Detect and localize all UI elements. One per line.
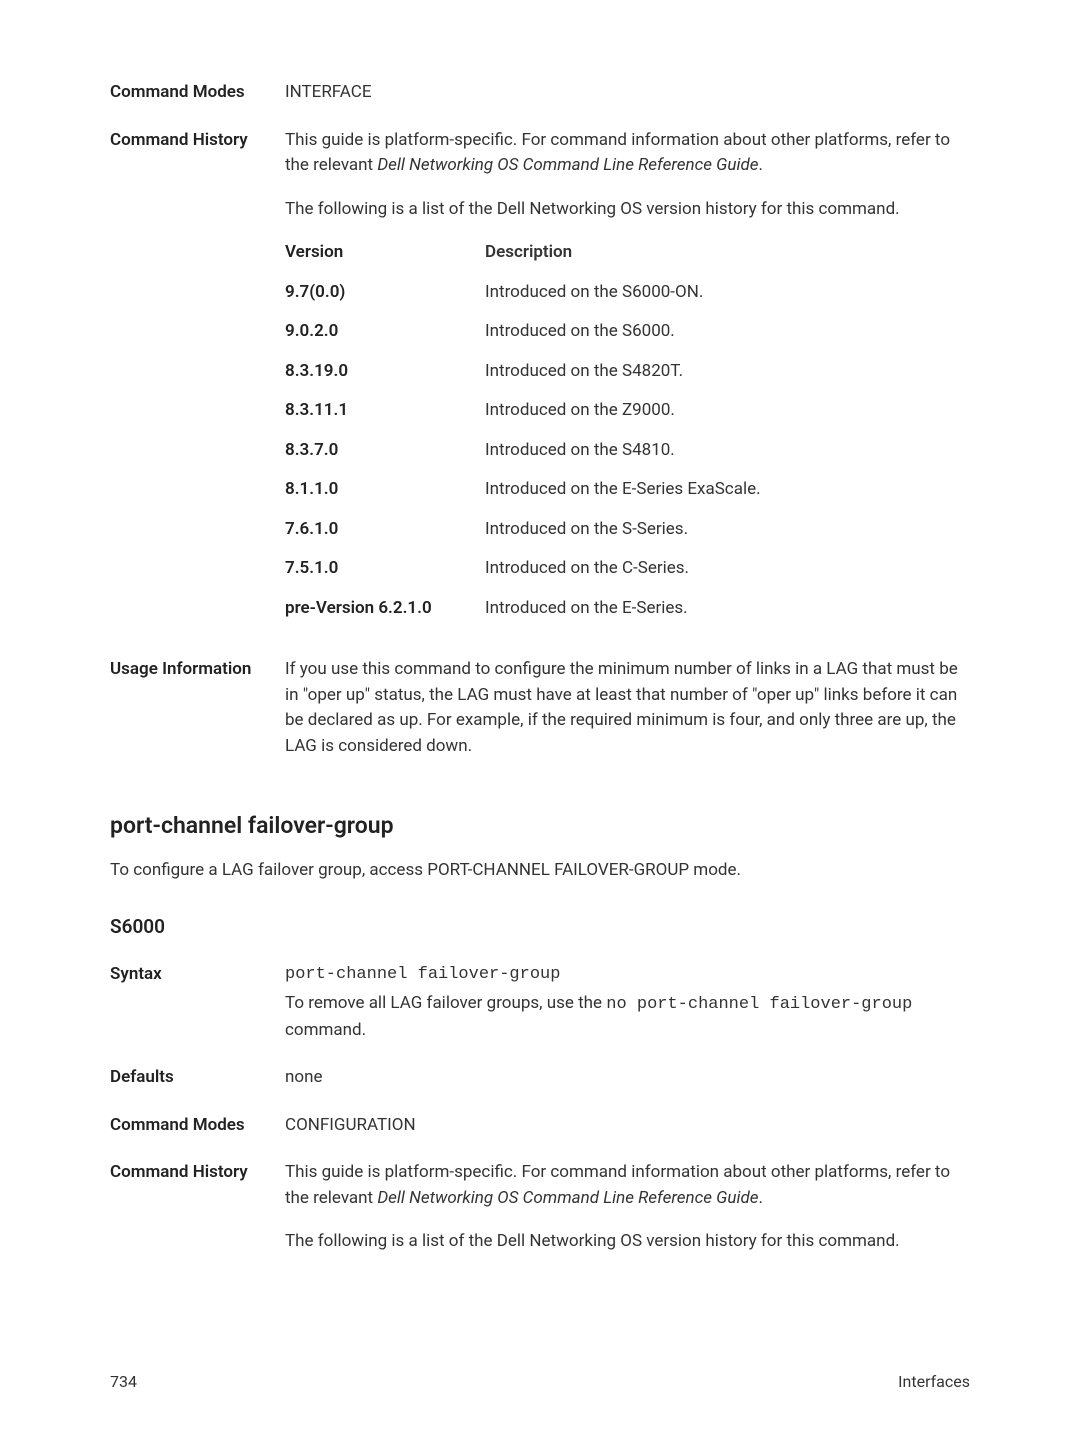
command-modes-row-2: Command Modes CONFIGURATION [110,1113,970,1139]
syntax-row: Syntax port-channel failover-group To re… [110,962,970,1044]
command-history-content-2: This guide is platform-specific. For com… [285,1160,970,1255]
defaults-label: Defaults [110,1065,285,1091]
desc-cell: Introduced on the Z9000. [485,398,970,424]
version-table: Version Description 9.7(0.0)Introduced o… [285,240,970,621]
version-row: 8.1.1.0Introduced on the E-Series ExaSca… [285,477,970,503]
version-row: pre-Version 6.2.1.0Introduced on the E-S… [285,596,970,622]
history2-para1-italic: Dell Networking OS Command Line Referenc… [377,1188,758,1208]
syntax-desc-mono: no port-channel failover-group [606,995,912,1014]
version-header-c1: Version [285,240,485,266]
version-row: 7.5.1.0Introduced on the C-Series. [285,556,970,582]
desc-cell: Introduced on the E-Series. [485,596,970,622]
version-row: 7.6.1.0Introduced on the S-Series. [285,517,970,543]
command-modes-value: INTERFACE [285,80,970,106]
syntax-desc: To remove all LAG failover groups, use t… [285,991,970,1043]
version-row: 9.0.2.0Introduced on the S6000. [285,319,970,345]
version-cell: pre-Version 6.2.1.0 [285,596,485,622]
command-modes-label: Command Modes [110,80,285,106]
syntax-desc-post: command. [285,1020,366,1040]
usage-label: Usage Information [110,657,285,759]
command-history-row-2: Command History This guide is platform-s… [110,1160,970,1255]
version-cell: 7.5.1.0 [285,556,485,582]
section-heading: port-channel failover-group [110,809,970,844]
defaults-value: none [285,1065,970,1091]
model-subheading: S6000 [110,913,970,942]
section-name: Interfaces [898,1370,970,1394]
syntax-label: Syntax [110,962,285,1044]
command-history-label: Command History [110,128,285,636]
version-cell: 8.3.11.1 [285,398,485,424]
history2-para1: This guide is platform-specific. For com… [285,1160,970,1211]
section-intro: To configure a LAG failover group, acces… [110,858,970,884]
version-row: 9.7(0.0)Introduced on the S6000-ON. [285,280,970,306]
command-history-label-2: Command History [110,1160,285,1255]
history2-para1-post: . [759,1188,763,1208]
command-modes-label-2: Command Modes [110,1113,285,1139]
version-cell: 9.0.2.0 [285,319,485,345]
version-row: 8.3.19.0Introduced on the S4820T. [285,359,970,385]
desc-cell: Introduced on the S-Series. [485,517,970,543]
command-modes-value-2: CONFIGURATION [285,1113,970,1139]
version-header-c2: Description [485,240,970,266]
history-para1: This guide is platform-specific. For com… [285,128,970,179]
syntax-desc-pre: To remove all LAG failover groups, use t… [285,993,606,1013]
desc-cell: Introduced on the S4820T. [485,359,970,385]
history-para1-post: . [759,155,763,175]
version-cell: 8.1.1.0 [285,477,485,503]
syntax-content: port-channel failover-group To remove al… [285,962,970,1044]
version-cell: 7.6.1.0 [285,517,485,543]
page-footer: 734 Interfaces [110,1370,970,1394]
desc-cell: Introduced on the S6000. [485,319,970,345]
version-header: Version Description [285,240,970,266]
history2-para2: The following is a list of the Dell Netw… [285,1229,970,1255]
desc-cell: Introduced on the C-Series. [485,556,970,582]
usage-row: Usage Information If you use this comman… [110,657,970,759]
command-history-row: Command History This guide is platform-s… [110,128,970,636]
version-row: 8.3.7.0Introduced on the S4810. [285,438,970,464]
defaults-row: Defaults none [110,1065,970,1091]
version-row: 8.3.11.1Introduced on the Z9000. [285,398,970,424]
desc-cell: Introduced on the S4810. [485,438,970,464]
page-number: 734 [110,1370,137,1394]
version-cell: 8.3.19.0 [285,359,485,385]
desc-cell: Introduced on the S6000-ON. [485,280,970,306]
history-para1-italic: Dell Networking OS Command Line Referenc… [377,155,758,175]
command-modes-row: Command Modes INTERFACE [110,80,970,106]
version-cell: 8.3.7.0 [285,438,485,464]
command-history-content: This guide is platform-specific. For com… [285,128,970,636]
usage-text: If you use this command to configure the… [285,657,970,759]
syntax-cmd: port-channel failover-group [285,962,970,988]
desc-cell: Introduced on the E-Series ExaScale. [485,477,970,503]
version-cell: 9.7(0.0) [285,280,485,306]
history-para2: The following is a list of the Dell Netw… [285,197,970,223]
